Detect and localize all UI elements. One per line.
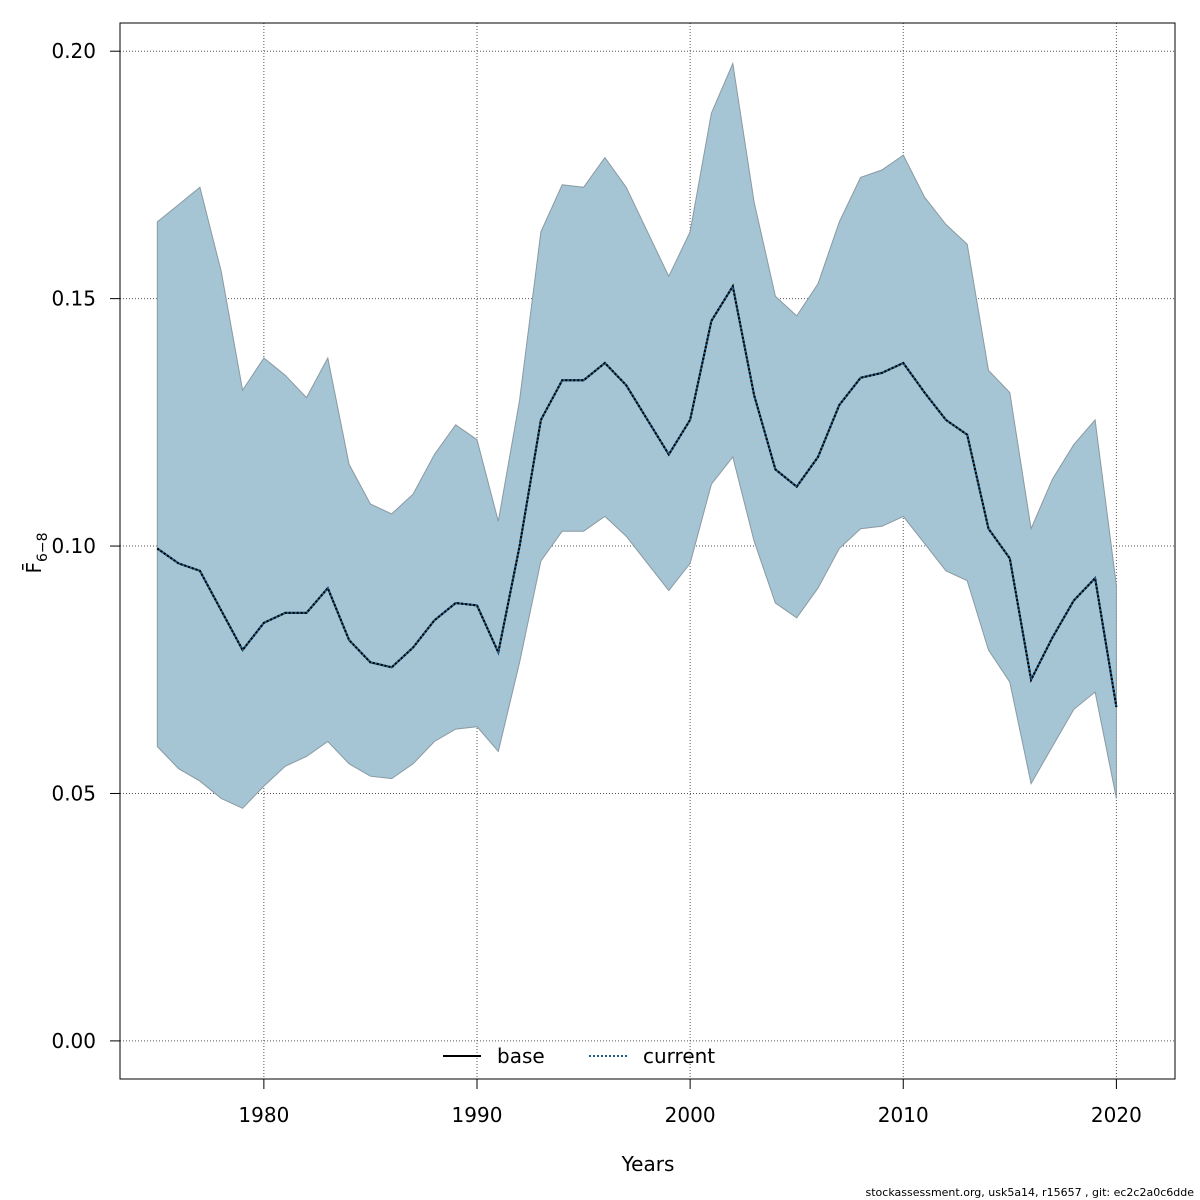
legend-label-current: current bbox=[643, 1044, 715, 1068]
x-axis: 1980 1990 2000 2010 2020 bbox=[238, 1078, 1142, 1127]
legend: base current bbox=[443, 1044, 715, 1068]
y-axis-title-subscript: 6−8 bbox=[35, 532, 51, 562]
y-tick-label-0: 0.00 bbox=[51, 1029, 96, 1053]
x-tick-label-0: 1980 bbox=[238, 1103, 289, 1127]
x-tick-label-1: 1990 bbox=[452, 1103, 503, 1127]
y-axis: 0.00 0.05 0.10 0.15 0.20 bbox=[51, 39, 121, 1053]
footer-note: stockassessment.org, usk5a14, r15657 , g… bbox=[865, 1186, 1194, 1199]
confidence-band bbox=[156, 61, 1117, 809]
y-tick-label-2: 0.10 bbox=[51, 534, 96, 558]
x-tick-label-3: 2010 bbox=[878, 1103, 929, 1127]
x-axis-title: Years bbox=[621, 1152, 675, 1176]
y-tick-label-4: 0.20 bbox=[51, 39, 96, 63]
legend-label-base: base bbox=[497, 1044, 545, 1068]
x-tick-label-4: 2020 bbox=[1091, 1103, 1142, 1127]
series-line-current bbox=[156, 283, 1118, 708]
series-line-current-overlay bbox=[156, 283, 1118, 708]
y-axis-title-main: F̄ bbox=[21, 562, 46, 574]
svg-text:F̄6−8: F̄6−8 bbox=[21, 532, 51, 573]
y-tick-label-1: 0.05 bbox=[51, 781, 96, 805]
x-tick-label-2: 2000 bbox=[665, 1103, 716, 1127]
series-lines bbox=[156, 283, 1118, 708]
y-tick-label-3: 0.15 bbox=[51, 287, 96, 311]
confidence-band-area bbox=[156, 61, 1117, 809]
y-axis-title: F̄6−8 bbox=[21, 532, 51, 573]
